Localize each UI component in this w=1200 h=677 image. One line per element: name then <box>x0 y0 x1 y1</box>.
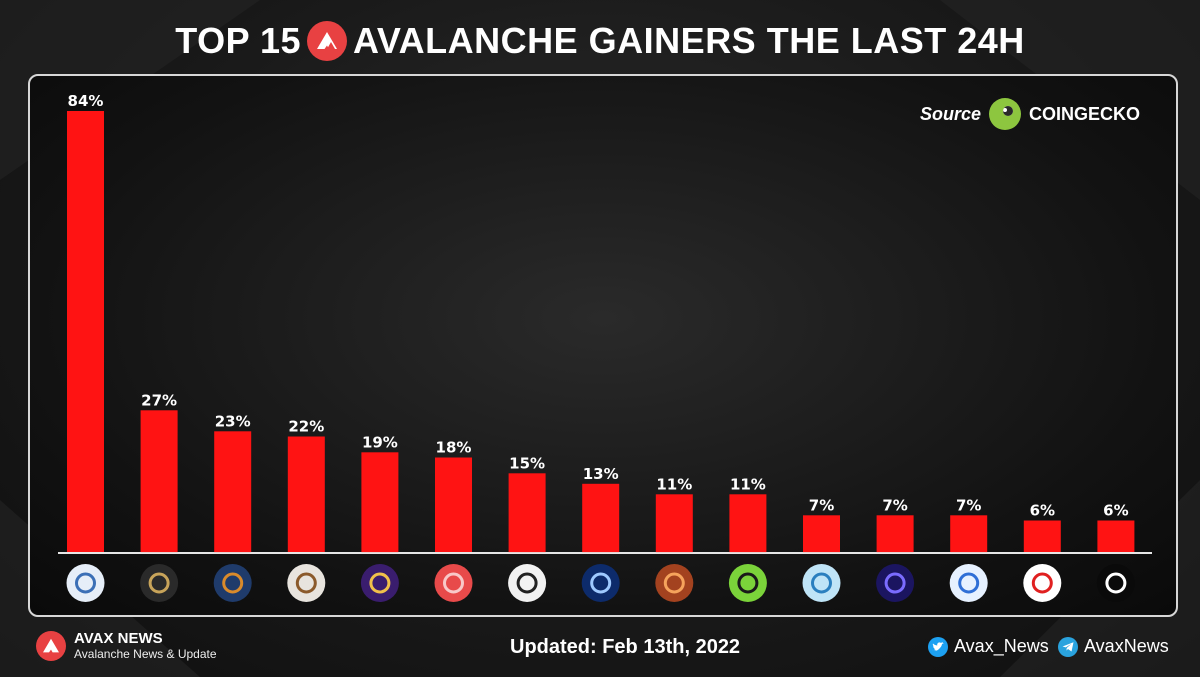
bar-12 <box>876 515 914 553</box>
lines-token-icon <box>1096 564 1135 602</box>
bar-6 <box>435 457 472 552</box>
sunset-token-icon <box>655 564 694 602</box>
genie-token-icon <box>802 564 841 602</box>
twitter-icon <box>928 636 948 657</box>
bar-1 <box>67 111 104 552</box>
bar-label-9: 11% <box>656 475 692 493</box>
bar-14 <box>1023 520 1061 552</box>
tavern-token-icon <box>213 564 252 602</box>
bar-label-2: 27% <box>141 391 177 409</box>
anyprinter-token-icon <box>508 564 547 602</box>
bar-5 <box>361 452 399 553</box>
telegram-label: AvaxNews <box>1084 636 1169 656</box>
bar-label-5: 19% <box>362 433 398 451</box>
footer-brand: AVAX NEWS Avalanche News & Update <box>36 631 217 661</box>
bar-label-7: 15% <box>509 454 545 472</box>
bar-9 <box>655 494 693 553</box>
source-name: COINGECKO <box>1028 103 1140 124</box>
astronaut-token-icon <box>360 564 399 602</box>
cube-token-icon <box>434 564 473 602</box>
source-label: Source <box>919 103 981 124</box>
twitter-label: Avax_News <box>954 636 1049 656</box>
bar-2 <box>140 410 178 553</box>
brand-tagline: Avalanche News & Update <box>74 647 217 661</box>
telegram-icon <box>1058 636 1078 657</box>
galaxy-token-icon <box>581 564 620 602</box>
bar-4 <box>287 436 325 552</box>
house-token-icon <box>287 564 326 602</box>
bar-label-1: 84% <box>68 92 104 110</box>
ring-token-icon <box>876 564 915 602</box>
coingecko-icon <box>988 98 1021 130</box>
title-right: AVALANCHE GAINERS THE LAST 24H <box>353 20 1025 61</box>
bar-label-14: 6% <box>1030 502 1055 520</box>
mountain-token-icon <box>66 564 105 602</box>
avax-news-logo-icon <box>36 631 66 661</box>
arrow-token-icon <box>1023 564 1062 602</box>
twitter-handle[interactable]: Avax_News <box>928 636 1049 657</box>
s-token-icon <box>728 564 767 602</box>
bar-label-11: 7% <box>809 496 834 514</box>
source-credit: Source COINGECKO <box>920 98 1140 130</box>
avalanche-logo-icon <box>307 21 348 61</box>
circle-token-icon <box>949 564 988 602</box>
bar-label-13: 7% <box>956 496 981 514</box>
bar-label-8: 13% <box>583 465 619 483</box>
bar-label-4: 22% <box>288 418 324 436</box>
bar-label-15: 6% <box>1103 502 1128 520</box>
bar-13 <box>950 515 988 553</box>
bar-15 <box>1097 520 1135 552</box>
telegram-handle[interactable]: AvaxNews <box>1058 636 1169 657</box>
bar-label-6: 18% <box>436 439 472 457</box>
bar-label-10: 11% <box>730 475 766 493</box>
brand-name: AVAX NEWS <box>74 630 163 647</box>
bar-8 <box>582 483 620 553</box>
title-left: TOP 15 <box>175 20 302 61</box>
bar-3 <box>214 431 252 553</box>
ship-token-icon <box>140 564 179 602</box>
bar-11 <box>803 515 840 553</box>
page-title: TOP 15 AVALANCHE GAINERS THE LAST 24H <box>0 18 1200 64</box>
updated-date: Updated: Feb 13th, 2022 <box>510 636 741 658</box>
bar-label-12: 7% <box>882 496 907 514</box>
bar-7 <box>508 473 546 553</box>
bar-10 <box>729 494 767 553</box>
bar-label-3: 23% <box>215 412 251 430</box>
